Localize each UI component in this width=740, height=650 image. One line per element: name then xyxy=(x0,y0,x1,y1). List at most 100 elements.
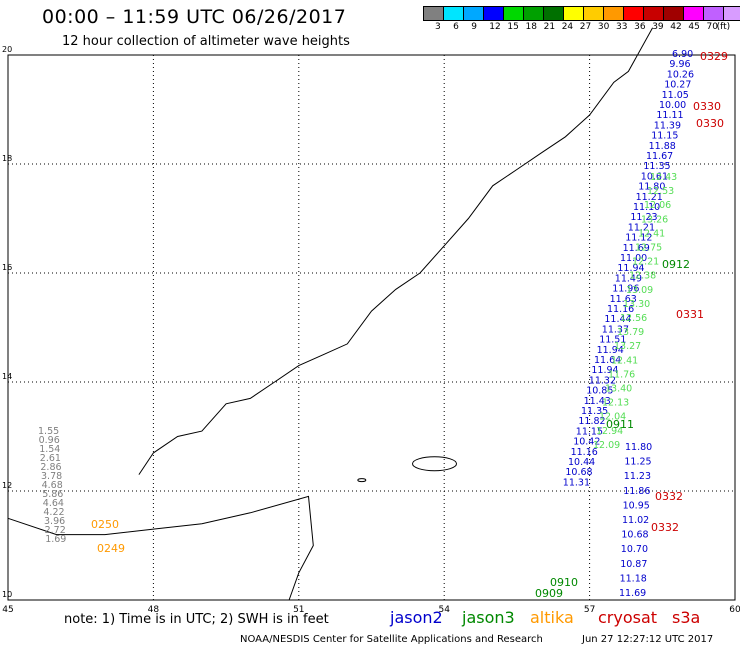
wave-height-label: 12.41 xyxy=(638,228,665,239)
wave-height-label: 10.00 xyxy=(659,100,686,111)
wave-height-label: 12.43 xyxy=(650,172,677,183)
timestamp: Jun 27 12:27:12 UTC 2017 xyxy=(582,634,714,645)
wave-height-label: 0249 xyxy=(97,542,125,555)
satellite-name: altika xyxy=(530,608,574,627)
legend-swatch xyxy=(603,6,624,21)
wave-height-label: 12.13 xyxy=(602,398,629,409)
wave-height-label: 11.11 xyxy=(656,110,683,121)
wave-height-label: 11.15 xyxy=(576,426,603,437)
legend-swatch xyxy=(683,6,704,21)
satellite-name: cryosat xyxy=(598,608,658,627)
legend-swatch xyxy=(543,6,564,21)
legend-swatch xyxy=(643,6,664,21)
wave-height-label: 0332 xyxy=(655,490,683,503)
wave-height-label: 4.22 xyxy=(43,507,64,518)
wave-height-label: 2.86 xyxy=(40,462,61,473)
wave-height-label: 12.94 xyxy=(596,426,623,437)
legend-label: 39 xyxy=(652,22,664,32)
wave-height-label: 11.39 xyxy=(654,120,681,131)
satellite-name: jason3 xyxy=(462,608,515,627)
units-note: note: 1) Time is in UTC; 2) SWH is in fe… xyxy=(64,612,329,627)
wave-height-label: 0332 xyxy=(651,521,679,534)
wave-height-label: 4.64 xyxy=(43,498,64,509)
legend-swatch xyxy=(623,6,644,21)
wave-height-label: 12.53 xyxy=(647,186,674,197)
wave-height-label: 10.70 xyxy=(621,544,648,555)
wave-height-label: 11.12 xyxy=(625,233,652,244)
wave-height-label: 11.31 xyxy=(563,477,590,488)
wave-height-label: 11.63 xyxy=(610,294,637,305)
wave-height-label: 11.18 xyxy=(620,573,647,584)
credit-line: NOAA/NESDIS Center for Satellite Applica… xyxy=(240,634,543,645)
legend-label: 27 xyxy=(579,22,592,32)
legend-label: 12 xyxy=(489,22,501,32)
wave-height-label: 12.56 xyxy=(620,313,647,324)
wave-height-label: 13.26 xyxy=(641,214,668,225)
y-tick-label: 12 xyxy=(2,481,12,490)
x-tick-label: 51 xyxy=(293,605,304,615)
wave-height-label: 10.61 xyxy=(641,171,668,182)
legend-swatch xyxy=(503,6,524,21)
satellite-name: jason2 xyxy=(390,608,443,627)
wave-height-label: 11.67 xyxy=(646,151,673,162)
legend-swatch xyxy=(523,6,544,21)
legend-label: (ft) xyxy=(716,22,731,32)
legend-label: 36 xyxy=(634,22,646,32)
wave-height-label: 13.27 xyxy=(614,341,641,352)
wave-height-label: 11.96 xyxy=(612,284,639,295)
legend-label: 70 xyxy=(706,22,718,32)
wave-height-label: 11.23 xyxy=(624,471,651,482)
wave-height-label: 5.86 xyxy=(42,489,63,500)
socotra-island xyxy=(412,456,458,472)
wave-height-label: 13.40 xyxy=(605,384,632,395)
wave-height-label: 11.80 xyxy=(638,182,665,193)
wave-height-label: 11.44 xyxy=(604,314,631,325)
wave-height-label: 10.44 xyxy=(568,457,595,468)
legend-label: 24 xyxy=(561,22,574,32)
wave-height-label: 11.49 xyxy=(615,273,642,284)
africa-coastline xyxy=(7,495,314,601)
wave-height-label: 13.30 xyxy=(623,299,650,310)
legend-swatch xyxy=(423,6,444,21)
map-title: 00:00 – 11:59 UTC 06/26/2017 xyxy=(42,6,347,28)
legend-label: 33 xyxy=(616,22,628,32)
x-tick-label: 60 xyxy=(729,605,740,615)
wave-height-label: 11.94 xyxy=(591,365,618,376)
legend-label: 15 xyxy=(507,22,519,32)
wave-height-label: 11.00 xyxy=(620,253,647,264)
wave-height-label: 6.90 xyxy=(672,49,693,60)
wave-height-label: 0912 xyxy=(662,258,690,271)
wave-height-label: 0910 xyxy=(550,576,578,589)
wave-height-label: 11.51 xyxy=(599,335,626,346)
wave-height-label: 11.64 xyxy=(594,355,621,366)
wave-height-label: 1.54 xyxy=(39,444,60,455)
wave-height-label: 3.96 xyxy=(44,516,65,527)
legend-swatch xyxy=(443,6,464,21)
x-tick-label: 48 xyxy=(148,605,160,615)
wave-height-label: 11.43 xyxy=(584,396,611,407)
wave-height-label: 11.21 xyxy=(628,222,655,233)
wave-height-label: 11.82 xyxy=(578,416,605,427)
wave-height-label: 11.88 xyxy=(649,141,676,152)
legend-swatch xyxy=(663,6,684,21)
wave-height-label: 11.94 xyxy=(617,263,644,274)
wave-height-label: 12.41 xyxy=(611,355,638,366)
satellite-name: s3a xyxy=(672,608,701,627)
legend-label: 6 xyxy=(453,22,459,32)
y-tick-label: 16 xyxy=(2,263,12,272)
y-tick-label: 14 xyxy=(2,372,12,381)
legend-label: 30 xyxy=(597,22,610,32)
wave-height-label: 12.21 xyxy=(632,257,659,268)
wave-height-label: 10.26 xyxy=(667,69,694,80)
legend-swatch xyxy=(463,6,484,21)
island-small xyxy=(357,478,367,483)
wave-height-label: 11.05 xyxy=(662,90,689,101)
wave-height-label: 11.25 xyxy=(624,457,651,468)
wave-height-label: 0909 xyxy=(535,587,563,600)
legend-label: 21 xyxy=(543,22,556,32)
wave-height-label: 11.23 xyxy=(630,212,657,223)
wave-height-label: 11.69 xyxy=(619,588,646,599)
x-tick-label: 54 xyxy=(438,605,450,615)
wave-height-label: 0.96 xyxy=(39,435,60,446)
legend-swatch xyxy=(483,6,504,21)
